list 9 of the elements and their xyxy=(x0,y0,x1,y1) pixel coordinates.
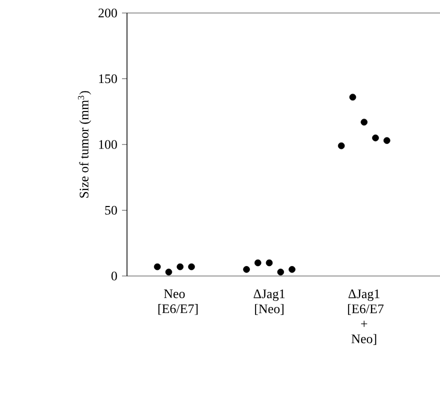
y-tick-label: 150 xyxy=(99,74,117,84)
x-tick-label: Neo [E6/E7] xyxy=(158,290,198,315)
y-axis-title: Size of tumor (mm$^{3}$) xyxy=(78,91,92,198)
y-tick-label: 0 xyxy=(111,272,117,280)
y-tick-label: 50 xyxy=(105,206,117,215)
x-tick-label: ΔJag1 [Neo] xyxy=(254,290,285,315)
y-tick-label: 100 xyxy=(99,140,117,149)
y-tick-label: 200 xyxy=(98,8,117,18)
x-tick-label: ΔJag1 [E6/E7 + Neo] xyxy=(348,290,384,345)
